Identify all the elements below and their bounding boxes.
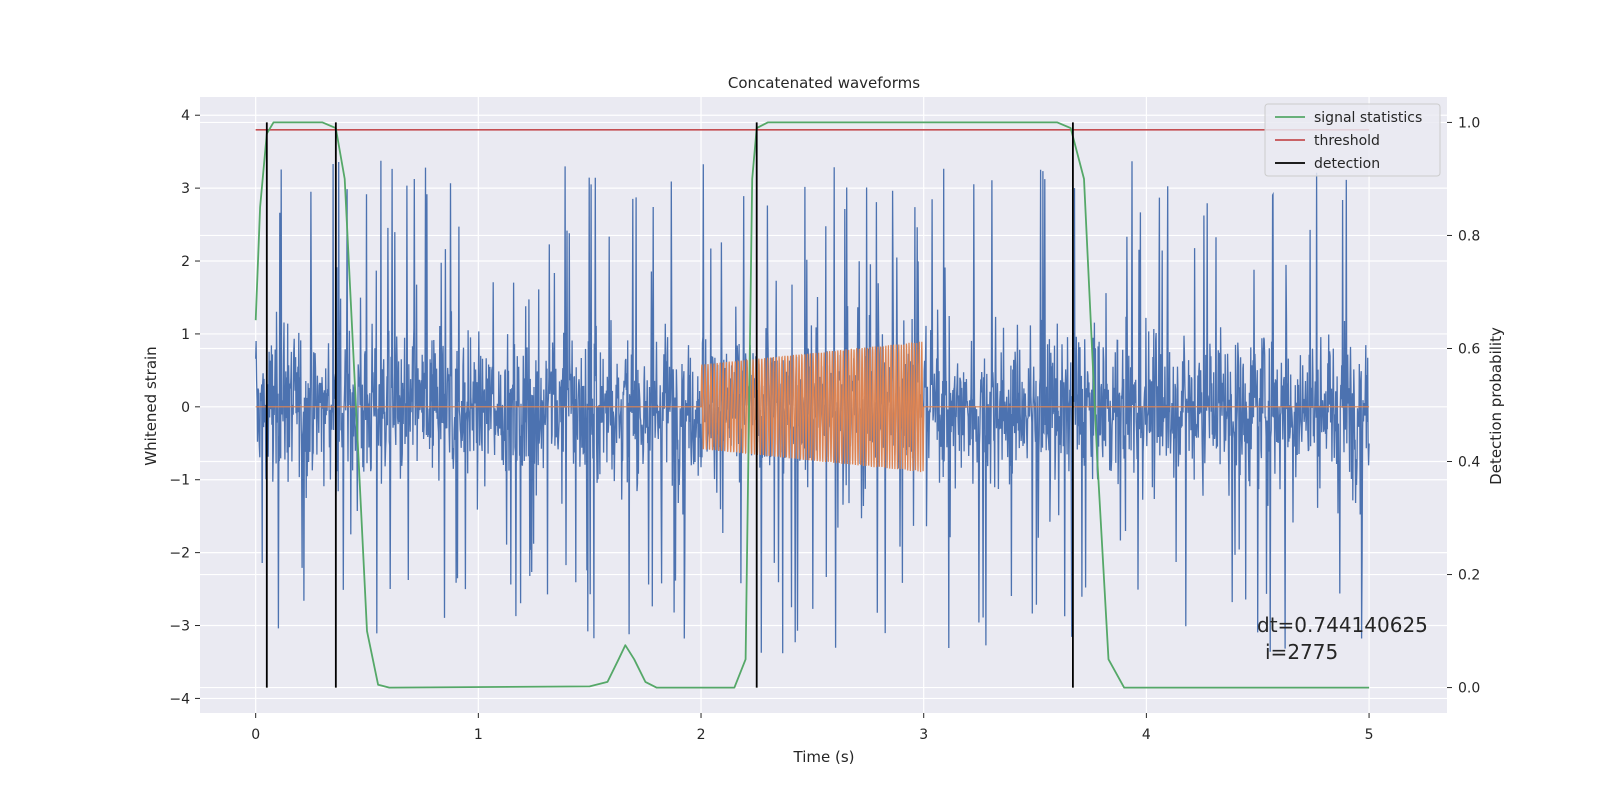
series-signal-statistics bbox=[254, 121, 1370, 689]
y-tick-label-right: 0.2 bbox=[1458, 568, 1480, 584]
y-tick-labels-left: −4 −3 −2 −1 0 1 2 3 4 bbox=[169, 108, 200, 707]
legend-label-detection: detection bbox=[1314, 156, 1380, 172]
y-tick-label-left: 1 bbox=[181, 327, 190, 343]
x-tick-label: 1 bbox=[474, 727, 483, 743]
x-axis-title: Time (s) bbox=[793, 748, 855, 766]
y-tick-label-right: 1.0 bbox=[1458, 115, 1480, 131]
x-tick-label: 2 bbox=[697, 727, 706, 743]
x-tick-label: 0 bbox=[251, 727, 260, 743]
legend: signal statistics threshold detection bbox=[1264, 103, 1441, 177]
y-tick-label-left: −1 bbox=[169, 473, 190, 489]
series-layer bbox=[254, 121, 1370, 689]
y-tick-label-left: 4 bbox=[181, 108, 190, 124]
y-tick-label-left: −4 bbox=[169, 691, 190, 707]
y-tick-label-left: 3 bbox=[181, 181, 190, 197]
legend-label-threshold: threshold bbox=[1314, 133, 1380, 149]
y-tick-label-left: 0 bbox=[181, 400, 190, 416]
y-tick-label-left: −3 bbox=[169, 619, 190, 635]
y-tick-label-left: −2 bbox=[169, 546, 190, 562]
y-tick-label-right: 0.6 bbox=[1458, 341, 1480, 357]
y-axis-title-right: Detection probability bbox=[1487, 327, 1505, 485]
x-tick-label: 4 bbox=[1142, 727, 1151, 743]
x-tick-label: 5 bbox=[1365, 727, 1374, 743]
y-axis-title-left: Whitened strain bbox=[142, 346, 160, 465]
legend-label-signal-statistics: signal statistics bbox=[1314, 110, 1422, 126]
x-tick-labels: 0 1 2 3 4 5 bbox=[251, 713, 1374, 743]
y-tick-label-right: 0.8 bbox=[1458, 228, 1480, 244]
series-injected-waveform bbox=[255, 341, 1370, 473]
y-tick-label-right: 0.0 bbox=[1458, 681, 1480, 697]
annotation-dt: dt=0.744140625 bbox=[1257, 613, 1428, 637]
chart-title: Concatenated waveforms bbox=[728, 74, 920, 92]
legend-frame bbox=[1264, 103, 1441, 177]
x-tick-label: 3 bbox=[919, 727, 928, 743]
y-tick-label-left: 2 bbox=[181, 254, 190, 270]
annotation-index: i=2775 bbox=[1265, 640, 1338, 664]
y-tick-labels-right: 0.0 0.2 0.4 0.6 0.8 1.0 bbox=[1447, 115, 1480, 697]
y-tick-label-right: 0.4 bbox=[1458, 455, 1480, 471]
